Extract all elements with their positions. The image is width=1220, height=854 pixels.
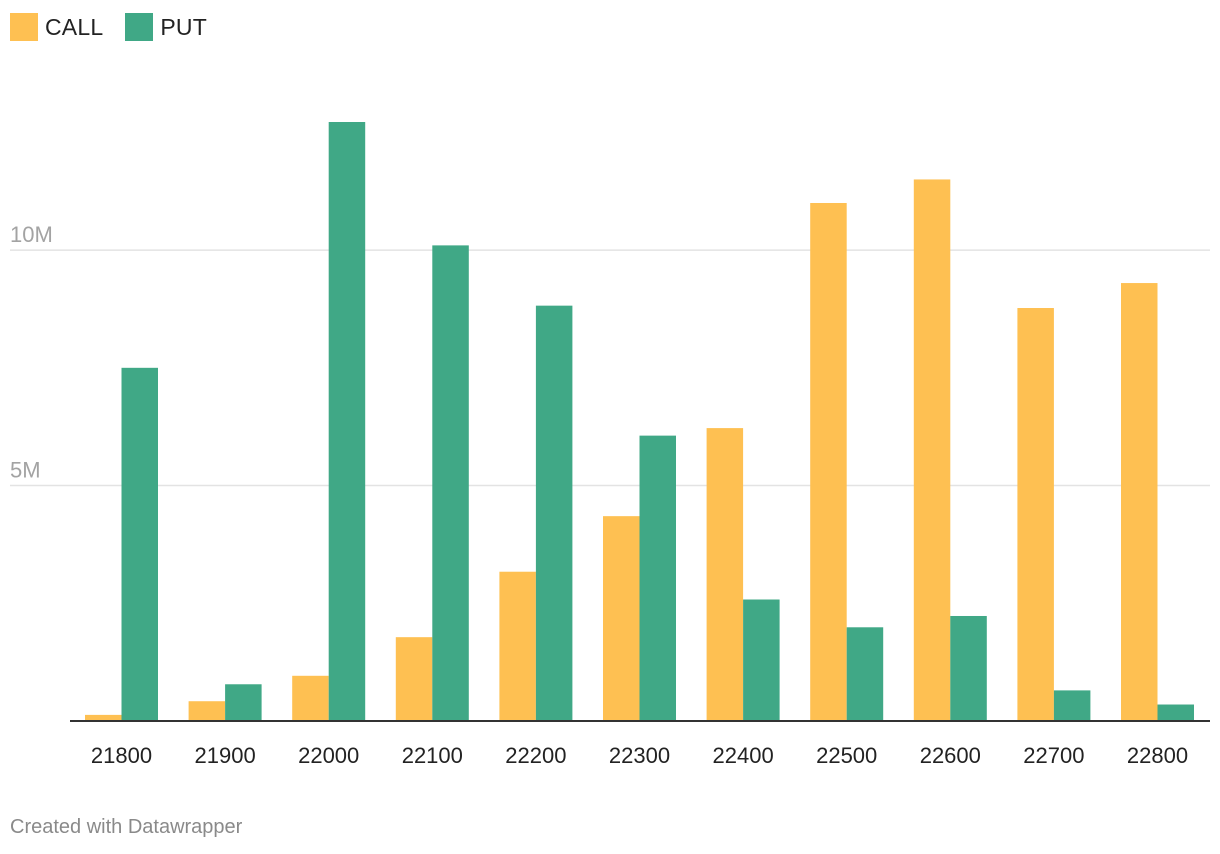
bar-put-21800 [121, 367, 158, 721]
bar-put-22400 [743, 599, 780, 721]
bars [85, 122, 1194, 722]
x-tick-label: 21800 [91, 743, 152, 768]
bar-put-22100 [432, 245, 469, 721]
x-tick-label: 22600 [920, 743, 981, 768]
credit-footer: Created with Datawrapper [10, 816, 243, 838]
x-axis-ticks: 21800 21900 22000 22100 22200 22300 22400 22500… [91, 743, 1188, 768]
bar-call-22700 [1017, 308, 1054, 721]
legend-swatch-call [10, 13, 38, 41]
legend: CALL PUT [10, 13, 207, 41]
y-tick-label: 5M [10, 458, 41, 483]
y-axis-ticks: 5M 10M [10, 222, 53, 482]
bar-put-22000 [328, 122, 366, 721]
x-tick-label: 22100 [402, 743, 463, 768]
bar-put-22700 [1053, 690, 1091, 721]
legend-item-call: CALL [10, 13, 103, 41]
bar-call-22100 [395, 637, 433, 721]
bar-call-21900 [188, 701, 226, 721]
bar-call-22300 [603, 516, 640, 721]
x-tick-label: 22000 [298, 743, 359, 768]
bar-call-22500 [810, 202, 847, 722]
bar-call-21800 [85, 714, 122, 721]
bar-call-22600 [913, 179, 951, 721]
x-tick-label: 21900 [195, 743, 256, 768]
x-tick-label: 22800 [1127, 743, 1188, 768]
legend-swatch-put [125, 13, 154, 41]
x-tick-label: 22400 [713, 743, 774, 768]
x-tick-label: 22300 [609, 743, 670, 768]
bar-call-22000 [292, 675, 329, 721]
x-tick-label: 22700 [1023, 743, 1084, 768]
bar-call-22400 [706, 428, 744, 721]
legend-item-put: PUT [125, 13, 207, 41]
bar-put-21900 [225, 684, 262, 721]
bar-put-22600 [950, 615, 987, 721]
bar-put-22500 [846, 627, 884, 721]
bar-call-22800 [1121, 283, 1158, 721]
bar-put-22200 [535, 305, 573, 721]
x-tick-label: 22200 [505, 743, 566, 768]
grid-lines [10, 249, 1210, 487]
legend-label-call: CALL [45, 13, 104, 40]
bar-call-22200 [499, 571, 536, 721]
bar-put-22300 [639, 435, 676, 721]
x-tick-label: 22500 [816, 743, 877, 768]
y-tick-label: 10M [10, 222, 53, 247]
legend-label-put: PUT [160, 13, 207, 40]
bar-put-22800 [1157, 704, 1194, 721]
